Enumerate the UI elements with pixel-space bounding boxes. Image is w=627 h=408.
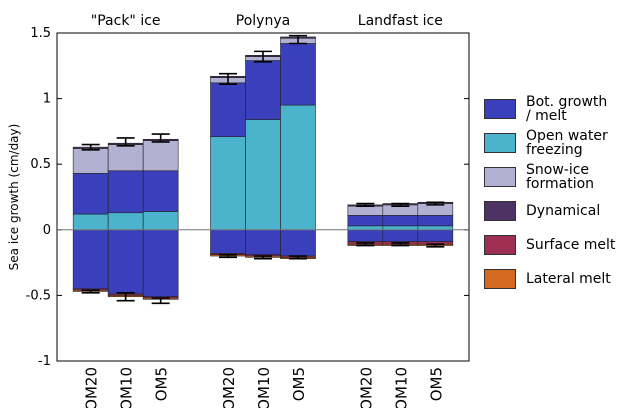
error-bar (356, 202, 375, 207)
y-axis-label: Sea ice growth (cm/day) (7, 124, 21, 271)
x-tick-label: OM5 (153, 367, 171, 401)
legend-swatch (484, 269, 516, 289)
legend-item: Lateral melt (484, 262, 627, 296)
group-label: Polynya (236, 13, 290, 29)
bar-segment (347, 205, 384, 216)
x-tick-label: OM10 (118, 367, 136, 408)
legend-swatch (484, 201, 516, 221)
bar-segment (382, 229, 419, 242)
x-tick-label: OM20 (220, 367, 238, 408)
bar-segment (107, 144, 144, 172)
bar-segment (417, 229, 454, 242)
error-bar (426, 201, 445, 206)
error-bar (151, 133, 170, 143)
error-bar (116, 137, 135, 147)
error-bar (254, 255, 272, 260)
error-bar (116, 291, 135, 302)
bar-segment (347, 225, 384, 231)
legend-swatch (484, 99, 516, 119)
error-bar (289, 255, 307, 260)
x-tick-label: OM5 (290, 367, 308, 401)
legend-item: Surface melt (484, 228, 627, 262)
legend-item: Dynamical (484, 194, 627, 228)
y-tick-label: 0.5 (30, 157, 51, 172)
bar-segment (142, 211, 179, 231)
plot-frame (56, 32, 470, 362)
x-tick-label: OM20 (83, 367, 101, 408)
bar-segment (245, 229, 281, 256)
legend-label: Surface melt (526, 237, 616, 253)
legend-label: Snow-ice formation (526, 162, 595, 192)
x-tick-label: OM5 (427, 367, 445, 401)
legend-item: Bot. growth / melt (484, 92, 627, 126)
bar-segment (210, 229, 246, 254)
bar-segment (347, 215, 384, 227)
legend-label: Open water freezing (526, 128, 608, 158)
y-tick-label: 1.5 (30, 26, 51, 41)
bar-segment (72, 213, 109, 231)
bar-segment (417, 215, 454, 227)
error-bar (391, 202, 410, 207)
bar-segment (72, 148, 109, 174)
bar-segment (142, 140, 179, 172)
legend: Bot. growth / melt Open water freezing Sno… (484, 92, 627, 296)
x-tick-label: OM20 (357, 367, 375, 408)
legend-item: Snow-ice formation (484, 160, 627, 194)
legend-swatch (484, 235, 516, 255)
y-tick-label: 1 (43, 92, 51, 107)
error-bar (289, 34, 307, 45)
bar-segment (107, 212, 144, 231)
group-label: Landfast ice (358, 13, 443, 29)
error-bar (81, 289, 100, 294)
legend-label: Bot. growth / melt (526, 94, 608, 124)
bar-segment (107, 229, 144, 295)
bar-segment (245, 119, 281, 231)
error-bar (81, 143, 100, 151)
bar-segment (382, 215, 419, 227)
bar-segment (210, 82, 246, 137)
x-tick-label: OM10 (255, 367, 273, 408)
legend-label: Dynamical (526, 203, 601, 219)
bar-segment (107, 170, 144, 214)
bar-segment (72, 229, 109, 290)
legend-swatch (484, 133, 516, 153)
error-bar (356, 242, 375, 247)
y-tick-label: -1 (38, 354, 51, 369)
bar-segment (347, 229, 384, 242)
bar-segment (280, 43, 316, 106)
error-bar (254, 50, 272, 63)
bar-segment (382, 225, 419, 231)
legend-item: Open water freezing (484, 126, 627, 160)
group-label: "Pack" ice (91, 13, 161, 29)
bar-segment (245, 60, 281, 120)
bar-segment (417, 225, 454, 231)
bar-segment (142, 170, 179, 212)
error-bar (426, 243, 445, 248)
y-tick-label: -0.5 (26, 288, 51, 303)
error-bar (219, 253, 237, 259)
bar-segment (142, 229, 179, 298)
error-bar (151, 297, 170, 305)
bar-segment (280, 229, 316, 257)
bar-segment (280, 104, 316, 231)
error-bar (391, 242, 410, 247)
x-tick-label: OM10 (392, 367, 410, 408)
bar-segment (72, 173, 109, 215)
legend-label: Lateral melt (526, 271, 611, 287)
y-tick-label: 0 (43, 223, 51, 238)
error-bar (219, 72, 237, 85)
legend-swatch (484, 167, 516, 187)
bar-segment (210, 136, 246, 231)
